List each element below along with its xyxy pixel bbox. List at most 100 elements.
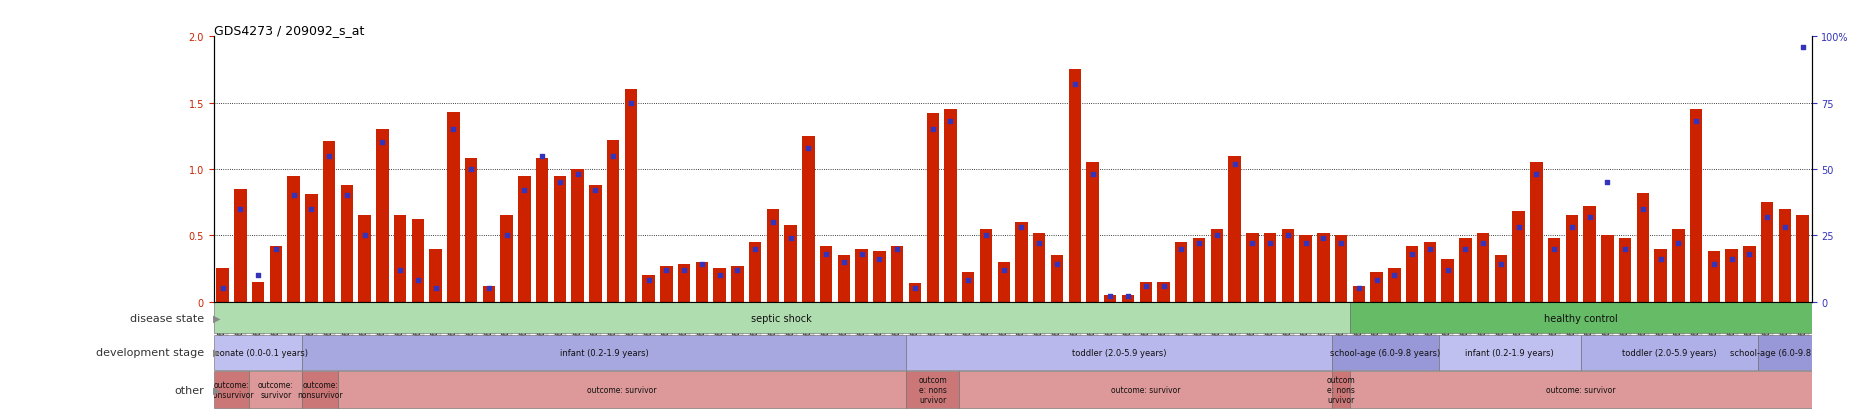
Bar: [448, 113, 459, 302]
Bar: [1387, 269, 1400, 302]
Point: [1396, 251, 1426, 257]
Bar: [732, 266, 743, 302]
Bar: [249, 371, 303, 408]
Point: [1751, 214, 1781, 221]
Point: [1326, 240, 1356, 247]
Bar: [1103, 295, 1116, 302]
Text: outcom
e: nons
urvivor: outcom e: nons urvivor: [1326, 375, 1356, 404]
Point: [1378, 272, 1408, 279]
Point: [579, 188, 609, 194]
Point: [1272, 233, 1302, 239]
Bar: [1437, 335, 1580, 370]
Text: neonate (0.0-0.1 years): neonate (0.0-0.1 years): [208, 348, 308, 357]
Bar: [979, 229, 992, 302]
Point: [633, 278, 663, 284]
Point: [652, 267, 682, 273]
Point: [1042, 261, 1071, 268]
Point: [225, 206, 254, 213]
Bar: [1512, 212, 1525, 302]
Text: development stage: development stage: [97, 347, 204, 357]
Bar: [1636, 193, 1649, 302]
Text: outcome:
nonsurvivor: outcome: nonsurvivor: [208, 380, 254, 399]
Text: outcome: survivor: outcome: survivor: [1110, 385, 1179, 394]
Bar: [340, 185, 353, 302]
Bar: [802, 136, 813, 302]
Point: [260, 246, 290, 252]
Bar: [375, 130, 388, 302]
Text: ▶: ▶: [212, 313, 221, 323]
Bar: [303, 371, 338, 408]
Point: [739, 246, 769, 252]
Bar: [1476, 233, 1489, 302]
Bar: [234, 189, 247, 302]
Bar: [1671, 229, 1684, 302]
Point: [1291, 240, 1320, 247]
Point: [1343, 285, 1372, 292]
Bar: [1547, 238, 1560, 302]
Point: [971, 233, 1001, 239]
Bar: [1352, 286, 1365, 302]
Point: [1627, 206, 1656, 213]
Point: [1415, 246, 1445, 252]
Bar: [854, 249, 867, 302]
Point: [598, 153, 628, 159]
Point: [776, 235, 806, 242]
Bar: [1174, 242, 1187, 302]
Point: [1486, 261, 1515, 268]
Bar: [1707, 252, 1720, 302]
Bar: [253, 282, 264, 302]
Point: [1361, 278, 1391, 284]
Bar: [1333, 236, 1346, 302]
Point: [669, 267, 698, 273]
Bar: [927, 114, 938, 302]
Text: outcom
e: nons
urvivor: outcom e: nons urvivor: [917, 375, 947, 404]
Bar: [323, 142, 334, 302]
Bar: [908, 283, 921, 302]
Bar: [767, 209, 778, 302]
Bar: [518, 176, 531, 302]
Point: [1645, 256, 1675, 263]
Text: ▶: ▶: [212, 385, 221, 395]
Point: [1770, 224, 1799, 231]
Bar: [215, 269, 228, 302]
Bar: [1068, 70, 1081, 302]
Text: outcome: survivor: outcome: survivor: [587, 385, 656, 394]
Bar: [643, 275, 654, 302]
Point: [847, 251, 877, 257]
Text: disease state: disease state: [130, 313, 204, 323]
Bar: [1051, 256, 1062, 302]
Bar: [1796, 216, 1809, 302]
Text: toddler (2.0-5.9 years): toddler (2.0-5.9 years): [1071, 348, 1166, 357]
Bar: [1757, 335, 1811, 370]
Bar: [1777, 209, 1790, 302]
Bar: [1725, 249, 1736, 302]
Bar: [1422, 242, 1435, 302]
Point: [1538, 246, 1567, 252]
Bar: [695, 262, 708, 302]
Bar: [1493, 256, 1506, 302]
Point: [1183, 240, 1213, 247]
Point: [279, 192, 308, 199]
Point: [988, 267, 1018, 273]
Point: [936, 119, 966, 125]
Bar: [394, 216, 407, 302]
Bar: [943, 110, 956, 302]
Bar: [838, 256, 851, 302]
Bar: [1246, 233, 1257, 302]
Point: [1575, 214, 1604, 221]
Bar: [338, 371, 906, 408]
Bar: [1263, 233, 1276, 302]
Point: [314, 153, 344, 159]
Bar: [553, 176, 566, 302]
Bar: [1530, 163, 1541, 302]
Point: [509, 188, 539, 194]
Text: GDS4273 / 209092_s_at: GDS4273 / 209092_s_at: [214, 24, 364, 37]
Point: [1681, 119, 1710, 125]
Bar: [607, 140, 618, 302]
Bar: [784, 225, 797, 302]
Point: [368, 140, 397, 146]
Text: infant (0.2-1.9 years): infant (0.2-1.9 years): [559, 348, 648, 357]
Bar: [214, 371, 249, 408]
Point: [828, 259, 858, 266]
Bar: [1350, 302, 1811, 334]
